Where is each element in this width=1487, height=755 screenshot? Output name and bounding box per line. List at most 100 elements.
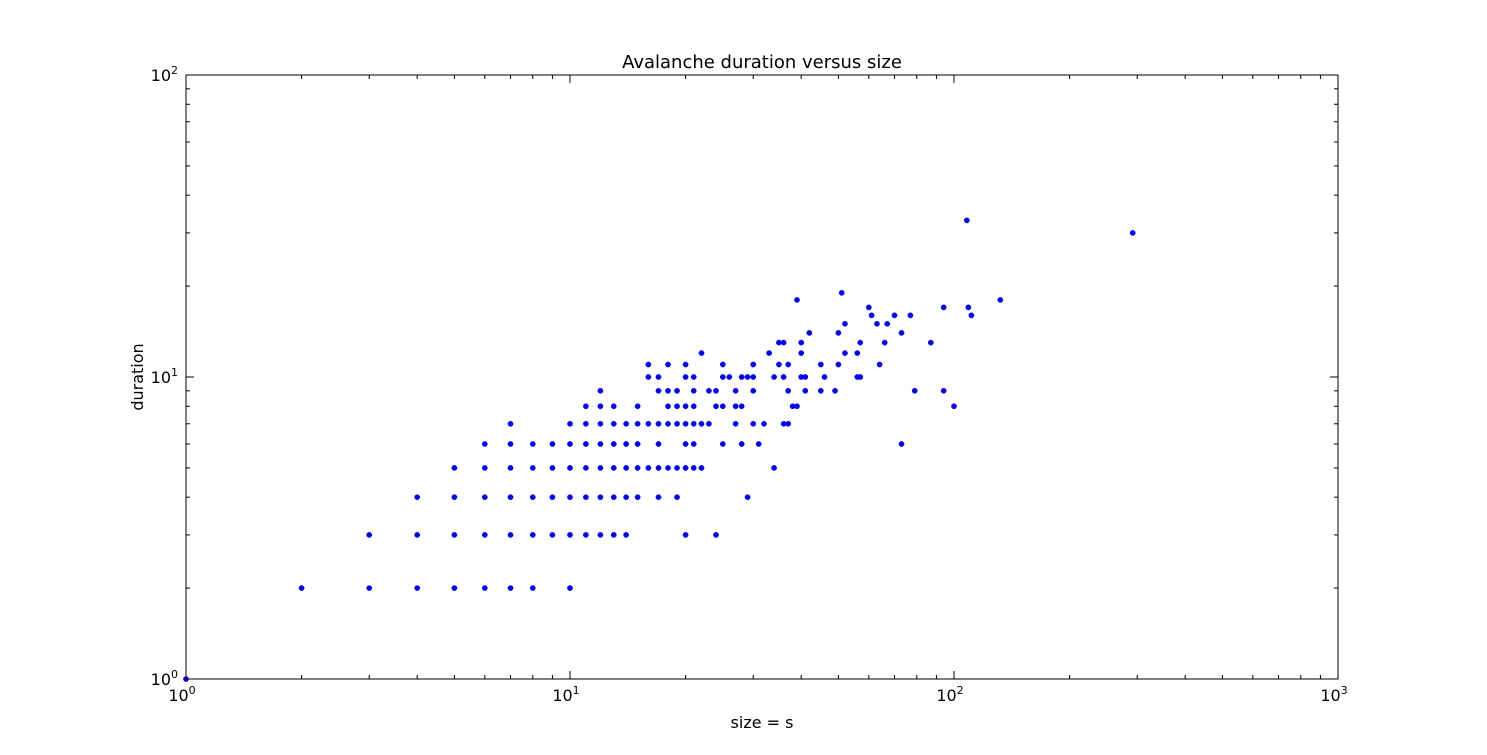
data-point (821, 374, 828, 380)
data-point (732, 403, 739, 410)
data-point (794, 403, 800, 410)
data-point (744, 374, 751, 380)
data-point (481, 494, 488, 501)
data-point (529, 494, 536, 501)
data-point (927, 339, 934, 346)
data-point (549, 494, 556, 501)
data-point (940, 304, 947, 311)
data-point (451, 494, 458, 501)
data-point (507, 585, 514, 591)
data-point (665, 387, 671, 394)
axis-ticks (185, 75, 1338, 680)
data-point (655, 420, 662, 427)
data-point (623, 532, 629, 538)
data-point (817, 361, 824, 368)
data-point (690, 387, 697, 394)
plot-area-frame (185, 74, 1339, 680)
data-point (623, 441, 629, 447)
data-point (529, 585, 536, 591)
data-point (567, 420, 573, 427)
data-point (529, 441, 536, 447)
data-point (750, 420, 757, 427)
data-point (597, 420, 604, 427)
data-point (583, 403, 589, 410)
tick-label-base: 10 (552, 686, 572, 705)
data-point (690, 420, 697, 427)
data-point (414, 585, 421, 591)
data-point (835, 361, 842, 368)
data-point (857, 374, 864, 380)
data-point (785, 361, 792, 368)
data-point (968, 312, 975, 319)
data-point (655, 441, 662, 447)
x-tick-label: 100 (168, 684, 195, 705)
data-point (997, 297, 1004, 303)
data-point (868, 312, 875, 319)
data-point (682, 361, 689, 368)
data-point (610, 441, 617, 447)
data-point (529, 532, 536, 538)
data-point (713, 403, 719, 410)
y-axis-label: duration (128, 343, 147, 410)
tick-label-base: 10 (151, 66, 171, 85)
data-point (567, 532, 573, 538)
tick-label-exponent: 0 (171, 668, 178, 681)
data-point (623, 494, 629, 501)
data-point (665, 420, 671, 427)
data-point (451, 532, 458, 538)
data-point (451, 585, 458, 591)
data-point (366, 585, 373, 591)
data-point (750, 387, 757, 394)
data-point (655, 374, 662, 380)
data-point (507, 465, 514, 471)
data-point (838, 289, 845, 296)
data-point (835, 330, 842, 336)
data-point (610, 420, 617, 427)
data-point (610, 532, 617, 538)
data-point (665, 361, 671, 368)
data-point (583, 465, 589, 471)
data-point (597, 441, 604, 447)
data-point (785, 420, 792, 427)
data-point (366, 532, 373, 538)
data-point (738, 374, 745, 380)
data-point (682, 420, 689, 427)
data-point (744, 494, 751, 501)
data-point (842, 350, 848, 356)
tick-label-exponent: 2 (957, 684, 964, 697)
data-point (832, 387, 838, 394)
data-point (645, 420, 652, 427)
data-point (706, 420, 712, 427)
data-point (481, 465, 488, 471)
data-point (610, 403, 617, 410)
data-point (645, 361, 652, 368)
data-point (682, 374, 689, 380)
data-point (766, 350, 772, 356)
data-point (597, 403, 604, 410)
data-point (529, 465, 536, 471)
data-point (1129, 230, 1136, 236)
data-point (674, 403, 680, 410)
data-point (623, 420, 629, 427)
data-point (507, 532, 514, 538)
tick-label-base: 10 (151, 368, 171, 387)
data-point (719, 361, 726, 368)
data-point (706, 387, 712, 394)
data-point (645, 374, 652, 380)
data-point (940, 387, 947, 394)
data-point (881, 339, 888, 346)
data-point (414, 532, 421, 538)
x-tick-label: 102 (936, 684, 963, 705)
data-point (597, 465, 604, 471)
data-point (865, 304, 872, 311)
data-point (798, 350, 805, 356)
data-point (634, 441, 641, 447)
data-point (713, 387, 719, 394)
data-point (549, 441, 556, 447)
x-tick-label: 103 (1320, 684, 1347, 705)
data-point (771, 374, 777, 380)
data-point (776, 361, 782, 368)
data-point (776, 339, 782, 346)
